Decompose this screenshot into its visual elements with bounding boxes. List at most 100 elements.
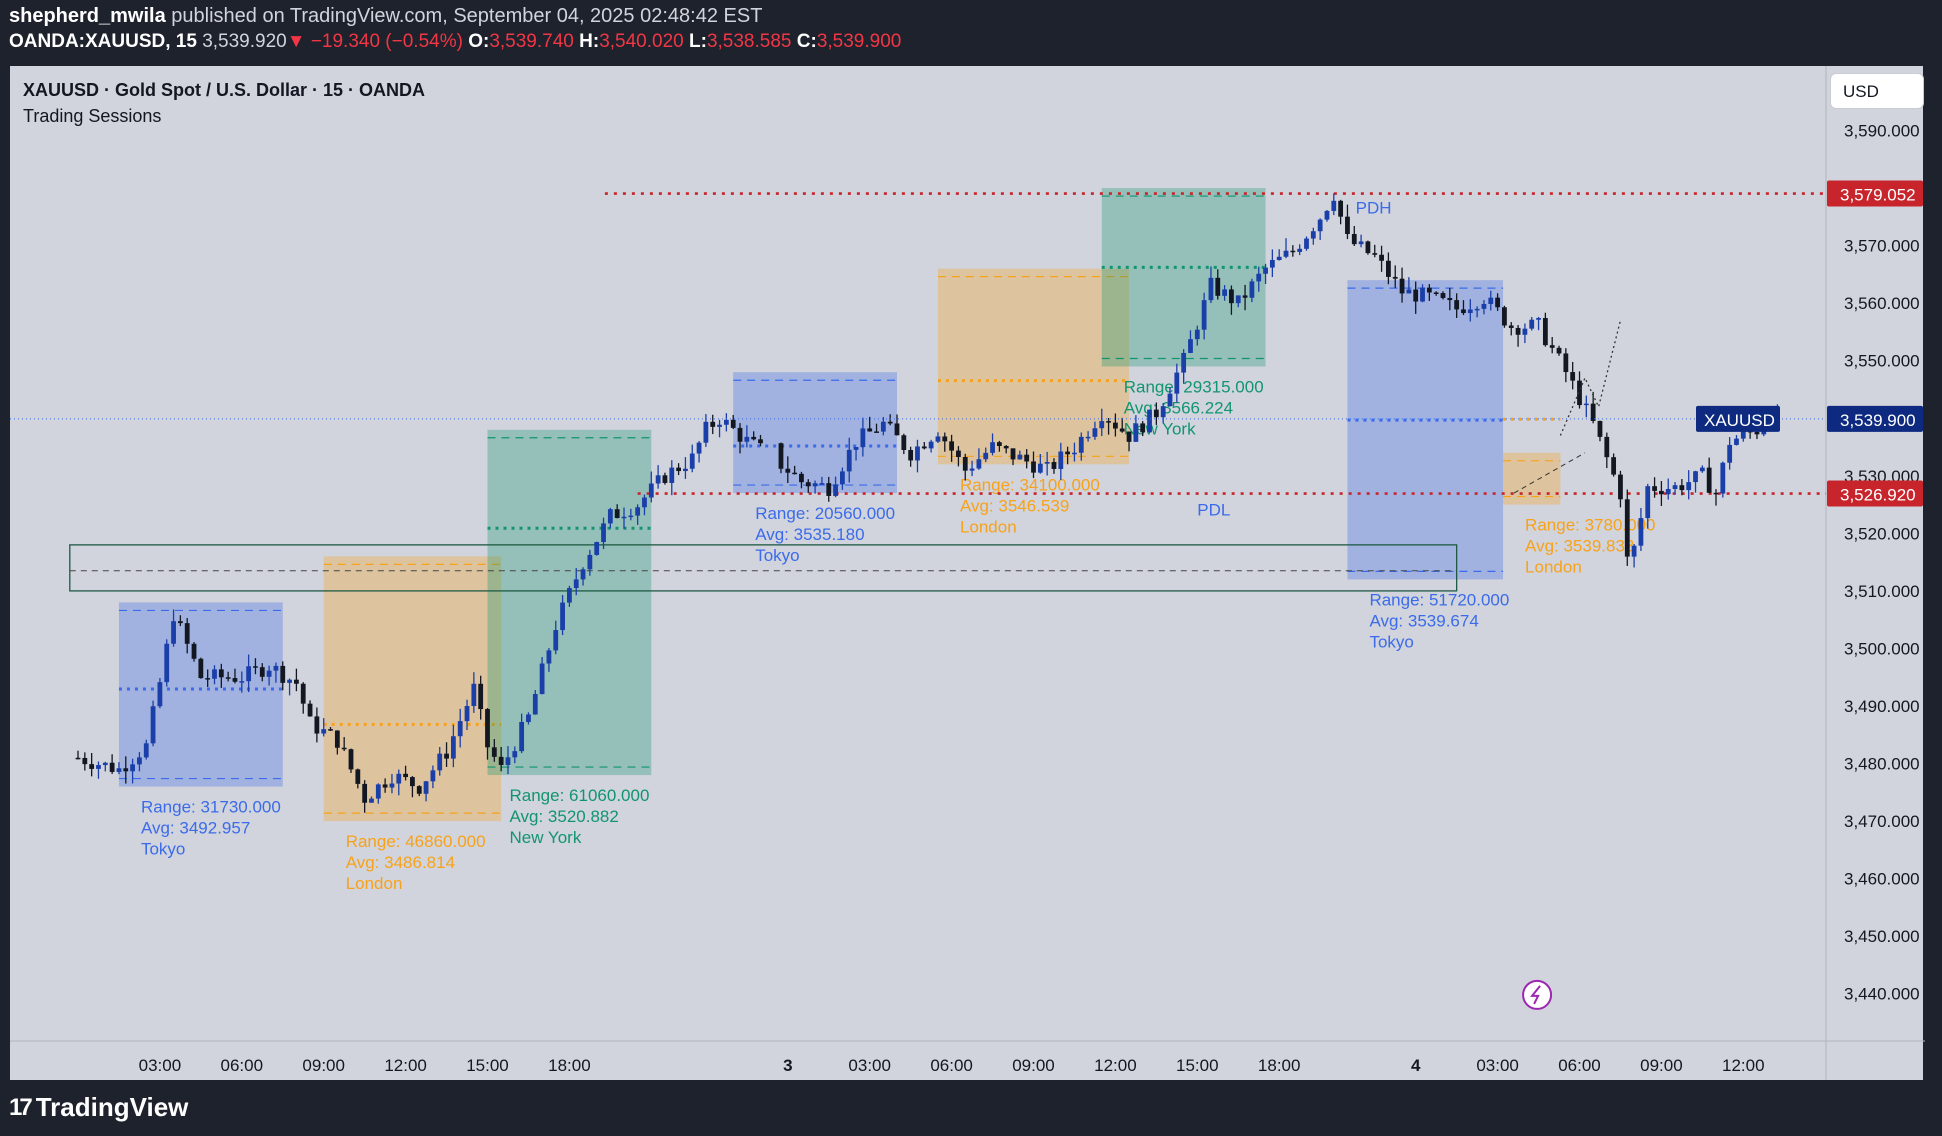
candle-body bbox=[956, 450, 961, 458]
candle-body bbox=[1010, 448, 1016, 460]
price-change: ▼ −19.340 (−0.54%) bbox=[286, 31, 463, 52]
candle-body bbox=[553, 630, 559, 651]
candle-body bbox=[1611, 457, 1617, 475]
session-label: Tokyo bbox=[141, 840, 185, 859]
session-label: Avg: 3520.882 bbox=[510, 807, 619, 826]
candle-body bbox=[225, 677, 231, 679]
session-box bbox=[1101, 188, 1266, 367]
y-tick-label: 3,560.000 bbox=[1844, 294, 1920, 313]
author-name[interactable]: shepherd_mwila bbox=[9, 5, 166, 27]
plot-background bbox=[10, 66, 1826, 1041]
candle-body bbox=[635, 507, 641, 516]
candle-body bbox=[969, 468, 975, 471]
candle-body bbox=[1536, 318, 1541, 320]
candle-body bbox=[184, 623, 190, 644]
candle-body bbox=[1242, 295, 1248, 298]
session-label: Avg: 3486.814 bbox=[346, 853, 455, 872]
candle-body bbox=[164, 643, 170, 683]
session-label: London bbox=[346, 874, 403, 893]
x-tick-label: 03:00 bbox=[848, 1056, 891, 1075]
candle-body bbox=[294, 679, 299, 684]
tradingview-logo-icon: 17 bbox=[9, 1093, 33, 1121]
candle-body bbox=[1549, 345, 1555, 348]
x-tick-label: 03:00 bbox=[139, 1056, 182, 1075]
candle-body bbox=[1420, 287, 1425, 302]
candle-body bbox=[758, 439, 763, 444]
candle-body bbox=[1024, 454, 1030, 462]
candle-body bbox=[1037, 463, 1043, 473]
candle-body bbox=[1461, 309, 1466, 314]
trend-projection bbox=[1513, 452, 1586, 494]
candle-body bbox=[232, 678, 238, 682]
candle-body bbox=[833, 484, 838, 496]
candle-body bbox=[628, 515, 634, 518]
chart-canvas[interactable]: 3,440.000 3,450.000 3,460.000 3,470.000 3,48… bbox=[10, 66, 1925, 1080]
candle-body bbox=[990, 442, 995, 453]
candle-body bbox=[915, 446, 920, 461]
candle-body bbox=[1727, 444, 1733, 463]
candle-body bbox=[717, 424, 722, 427]
level-label: PDH bbox=[1356, 199, 1392, 218]
candle-body bbox=[1392, 276, 1398, 279]
candle-body bbox=[191, 643, 197, 659]
candle-body bbox=[423, 781, 429, 794]
candle-body bbox=[1113, 422, 1118, 429]
tradingview-branding[interactable]: 17 TradingView bbox=[9, 1092, 188, 1123]
candle-body bbox=[1652, 486, 1657, 491]
candle-body bbox=[1051, 462, 1057, 469]
candle-body bbox=[150, 706, 156, 744]
high-value: 3,540.020 bbox=[599, 31, 684, 52]
candle-body bbox=[792, 472, 798, 475]
x-tick-label: 18:00 bbox=[1258, 1056, 1301, 1075]
candle-body bbox=[1481, 303, 1487, 309]
candle-body bbox=[539, 663, 545, 695]
candle-body bbox=[976, 459, 982, 469]
candle-body bbox=[928, 441, 934, 449]
candle-body bbox=[1276, 256, 1282, 261]
session-label: Range: 31730.000 bbox=[141, 798, 281, 817]
candle-body bbox=[1283, 250, 1289, 257]
candle-body bbox=[334, 730, 340, 748]
candle-body bbox=[826, 483, 832, 496]
candle-body bbox=[485, 709, 490, 748]
candle-body bbox=[696, 442, 702, 454]
open-label: O: bbox=[468, 31, 490, 52]
candle-body bbox=[437, 753, 443, 771]
candle-body bbox=[614, 509, 620, 518]
x-tick-label: 15:00 bbox=[1176, 1056, 1219, 1075]
candle-body bbox=[880, 421, 886, 432]
candle-body bbox=[1693, 471, 1698, 483]
candle-body bbox=[430, 770, 436, 782]
candle-body bbox=[949, 441, 954, 451]
candle-body bbox=[450, 736, 456, 759]
candle-body bbox=[1379, 254, 1384, 261]
candle-body bbox=[1358, 241, 1364, 245]
candle-body bbox=[532, 694, 538, 715]
candle-body bbox=[1133, 423, 1139, 442]
x-tick-label: 15:00 bbox=[466, 1056, 509, 1075]
candle-body bbox=[648, 483, 654, 498]
candle-body bbox=[662, 475, 668, 483]
session-box bbox=[1347, 280, 1504, 580]
session-label: Range: 34100.000 bbox=[960, 475, 1100, 494]
y-tick-label: 3,510.000 bbox=[1844, 582, 1920, 601]
indicator-legend[interactable]: Trading Sessions bbox=[23, 106, 162, 126]
candle-body bbox=[1338, 200, 1344, 217]
candle-body bbox=[642, 497, 647, 508]
session-label: New York bbox=[510, 828, 582, 847]
candle-body bbox=[1331, 200, 1337, 211]
currency-button[interactable]: USD bbox=[1830, 73, 1924, 109]
candle-body bbox=[1188, 339, 1193, 353]
candle-body bbox=[908, 449, 914, 461]
y-tick-label: 3,500.000 bbox=[1844, 639, 1920, 658]
candle-body bbox=[1208, 277, 1214, 301]
candle-body bbox=[130, 764, 135, 772]
candle-body bbox=[526, 714, 531, 722]
candle-body bbox=[1249, 281, 1255, 298]
publish-line: shepherd_mwila published on TradingView.… bbox=[9, 5, 762, 28]
brand-name: TradingView bbox=[35, 1092, 189, 1122]
candle-body bbox=[1488, 297, 1494, 304]
x-tick-label: 06:00 bbox=[930, 1056, 973, 1075]
candle-body bbox=[171, 621, 176, 644]
candle-body bbox=[259, 667, 265, 677]
